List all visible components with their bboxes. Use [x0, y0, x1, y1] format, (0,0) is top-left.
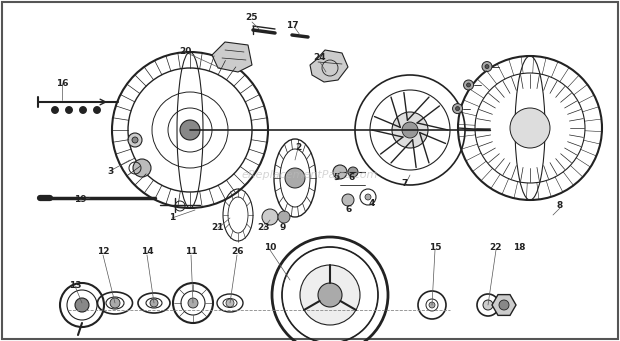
Circle shape [226, 299, 234, 307]
Circle shape [510, 108, 550, 148]
Circle shape [318, 283, 342, 307]
Circle shape [188, 298, 198, 308]
Text: 20: 20 [179, 47, 191, 57]
Circle shape [485, 64, 489, 69]
Text: 14: 14 [141, 248, 153, 256]
Circle shape [467, 83, 471, 87]
Text: 24: 24 [314, 54, 326, 62]
Circle shape [132, 137, 138, 143]
Circle shape [94, 106, 100, 114]
Text: 7: 7 [402, 178, 408, 188]
Circle shape [499, 300, 509, 310]
Text: 13: 13 [69, 282, 81, 291]
Circle shape [348, 167, 358, 177]
Circle shape [133, 159, 151, 177]
Circle shape [66, 106, 73, 114]
Circle shape [180, 120, 200, 140]
Text: 9: 9 [280, 223, 286, 233]
Text: 16: 16 [56, 78, 68, 88]
Text: 22: 22 [490, 243, 502, 252]
Circle shape [453, 104, 463, 114]
Circle shape [365, 194, 371, 200]
Polygon shape [310, 50, 348, 82]
Circle shape [429, 302, 435, 308]
Text: 2: 2 [295, 143, 301, 151]
Circle shape [262, 209, 278, 225]
Polygon shape [492, 295, 516, 315]
Circle shape [300, 265, 360, 325]
Text: 8: 8 [557, 201, 563, 209]
Text: 17: 17 [286, 20, 298, 30]
Text: 5: 5 [333, 174, 339, 182]
Circle shape [51, 106, 58, 114]
Circle shape [128, 133, 142, 147]
Text: 25: 25 [246, 14, 259, 23]
Circle shape [402, 122, 418, 138]
Circle shape [110, 298, 120, 308]
Text: 18: 18 [513, 243, 525, 252]
Circle shape [285, 168, 305, 188]
Text: 3: 3 [107, 166, 113, 176]
Text: 26: 26 [231, 248, 243, 256]
Circle shape [342, 194, 354, 206]
Circle shape [483, 300, 493, 310]
Text: eReplacementParts.com: eReplacementParts.com [242, 170, 378, 180]
Circle shape [392, 112, 428, 148]
Text: 15: 15 [429, 243, 441, 252]
Text: 19: 19 [74, 195, 86, 205]
Text: 6: 6 [346, 206, 352, 214]
Text: 4: 4 [369, 198, 375, 208]
Text: 11: 11 [185, 248, 197, 256]
Text: 6: 6 [349, 174, 355, 182]
Circle shape [456, 107, 459, 110]
Circle shape [464, 80, 474, 90]
Polygon shape [212, 42, 252, 72]
Text: 12: 12 [97, 248, 109, 256]
Text: 21: 21 [212, 223, 224, 233]
Circle shape [482, 62, 492, 72]
Circle shape [278, 211, 290, 223]
Circle shape [75, 298, 89, 312]
Text: 1: 1 [169, 213, 175, 222]
Circle shape [150, 299, 158, 307]
Text: 23: 23 [258, 223, 270, 233]
Circle shape [79, 106, 87, 114]
Circle shape [333, 165, 347, 179]
Text: 10: 10 [264, 243, 276, 252]
